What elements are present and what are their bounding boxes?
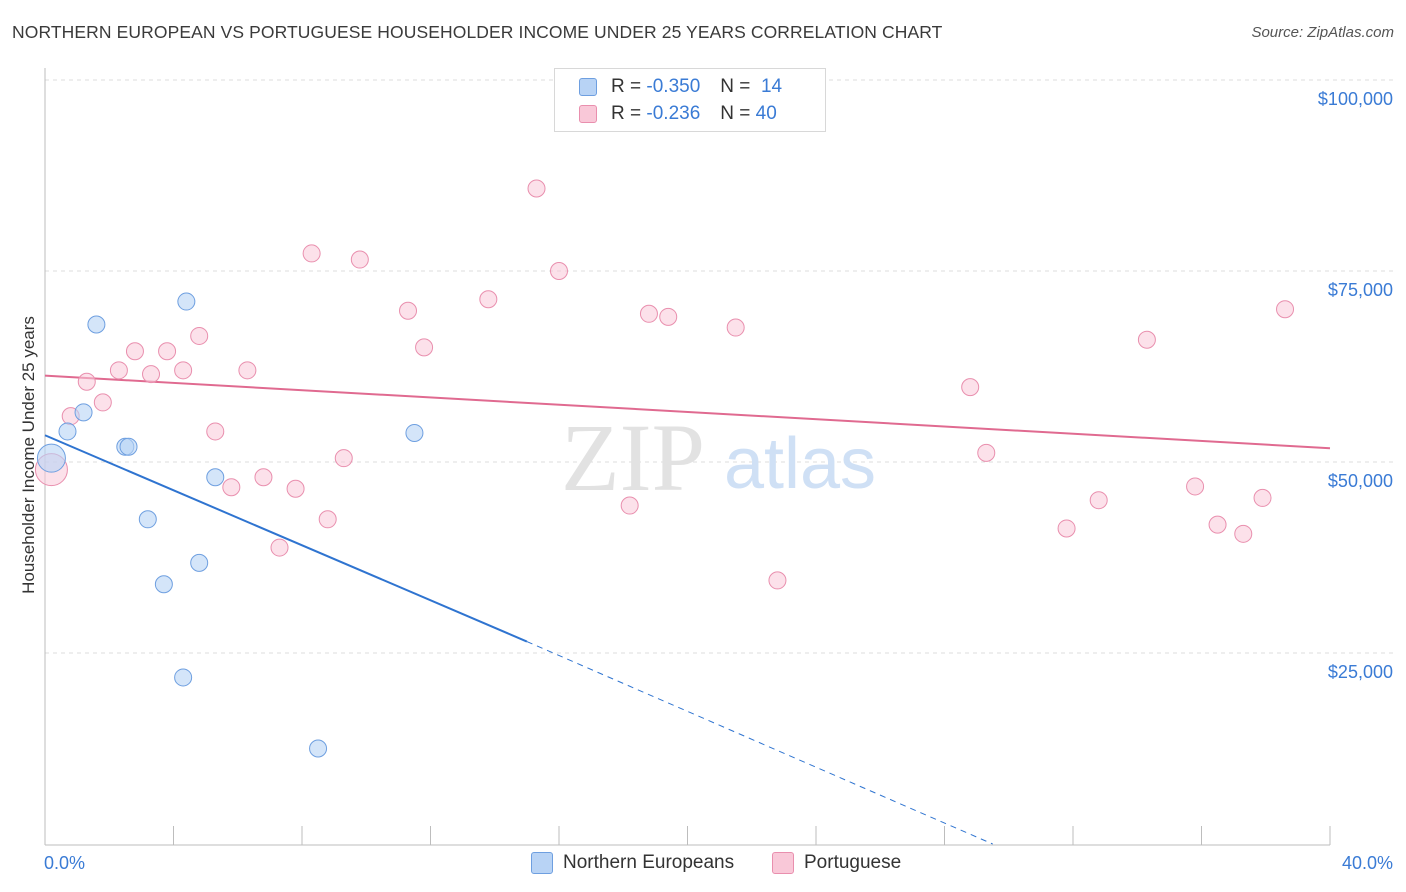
blue-swatch-icon [579, 78, 597, 96]
bottom-legend-label: Northern Europeans [563, 852, 735, 873]
portuguese-point [620, 496, 639, 515]
portuguese-point [726, 318, 745, 337]
portuguese-point [286, 479, 305, 498]
source-label: Source: ZipAtlas.com [1251, 24, 1394, 41]
y-tick-label: $50,000 [1328, 471, 1393, 491]
legend-n-label: N = [720, 103, 751, 124]
portuguese-point [238, 361, 257, 380]
portuguese-point [190, 326, 209, 345]
portuguese-point [550, 262, 568, 280]
northern-europeans-point [36, 443, 66, 473]
portuguese-point [125, 342, 144, 361]
portuguese-point [527, 179, 546, 198]
northern-europeans-trend-extension [526, 641, 993, 845]
pink-swatch-icon [579, 105, 597, 123]
portuguese-point [1186, 477, 1205, 496]
portuguese-point [109, 361, 128, 380]
portuguese-point [659, 307, 678, 326]
portuguese-point [1234, 524, 1253, 543]
portuguese-point [1137, 330, 1156, 349]
legend-r-label: R = [611, 103, 642, 124]
watermark-zip: ZIP [561, 404, 705, 511]
correlation-legend: R = -0.350 N = 14 R = -0.236 N = 40 [554, 68, 826, 132]
portuguese-point [302, 244, 321, 263]
y-tick-label: $75,000 [1328, 280, 1393, 300]
portuguese-point [1089, 491, 1108, 510]
x-tick-label: 40.0% [1342, 853, 1393, 873]
watermark-atlas: atlas [724, 424, 876, 504]
northern-europeans-point [138, 510, 157, 529]
legend-r-value: -0.236 [646, 103, 701, 124]
portuguese-point [77, 372, 96, 391]
northern-europeans-point [309, 739, 328, 758]
y-axis-title: Householder Income Under 25 years [19, 316, 38, 594]
x-tick-label: 0.0% [44, 853, 85, 873]
portuguese-point [318, 510, 337, 529]
northern-europeans-point [190, 553, 209, 572]
portuguese-point [350, 250, 369, 269]
portuguese-point [961, 378, 980, 397]
axes [44, 68, 1331, 846]
northern-europeans-point [58, 422, 77, 441]
legend-r-label: R = [611, 76, 642, 97]
portuguese-point [93, 393, 112, 412]
pink-swatch-icon [772, 852, 794, 874]
y-tick-label: $100,000 [1318, 89, 1393, 109]
trend-lines [44, 374, 1331, 845]
bottom-legend-label: Portuguese [804, 852, 902, 873]
portuguese-point [479, 290, 498, 309]
northern-europeans-point [405, 423, 424, 442]
portuguese-point [1208, 515, 1227, 534]
northern-europeans-point [206, 468, 225, 487]
legend-r-value: -0.350 [646, 76, 701, 97]
x-tick-labels: 0.0% 40.0% [44, 853, 1393, 873]
northern-europeans-trend-line [44, 434, 528, 643]
northern-europeans-point [119, 437, 138, 456]
portuguese-point [174, 361, 193, 380]
northern-europeans-point [174, 668, 193, 687]
portuguese-point [254, 468, 273, 487]
northern-europeans-point [74, 403, 93, 422]
portuguese-point [158, 342, 177, 361]
northern-europeans-point [154, 575, 173, 594]
legend-row-portuguese: R = -0.236 N = 40 [579, 102, 777, 126]
portuguese-point [399, 301, 418, 320]
portuguese-point [768, 571, 787, 590]
northern-europeans-point [87, 315, 106, 334]
portuguese-point [639, 304, 658, 323]
y-tick-label: $25,000 [1328, 662, 1393, 682]
blue-swatch-icon [531, 852, 553, 874]
portuguese-point [206, 422, 225, 441]
legend-n-label: N = [720, 76, 751, 97]
portuguese-point [1253, 488, 1272, 507]
data-points [34, 179, 1295, 758]
legend-row-northern-europeans: R = -0.350 N = 14 [579, 75, 782, 99]
portuguese-point [270, 538, 289, 557]
portuguese-point [222, 478, 241, 497]
portuguese-trend-line [44, 374, 1331, 450]
northern-europeans-point [177, 292, 196, 311]
portuguese-point [977, 443, 996, 462]
chart-title: NORTHERN EUROPEAN VS PORTUGUESE HOUSEHOL… [12, 22, 943, 42]
y-tick-labels: $25,000 $50,000 $75,000 $100,000 [1318, 89, 1393, 682]
portuguese-point [142, 365, 161, 384]
portuguese-point [415, 338, 434, 357]
legend-n-value: 14 [760, 76, 783, 97]
bottom-legend-northern-europeans[interactable]: Northern Europeans [531, 852, 734, 874]
portuguese-point [1276, 300, 1295, 319]
legend-n-value: 40 [755, 103, 777, 124]
portuguese-point [1057, 519, 1076, 538]
bottom-legend-portuguese[interactable]: Portuguese [772, 852, 901, 874]
portuguese-point [334, 449, 353, 468]
